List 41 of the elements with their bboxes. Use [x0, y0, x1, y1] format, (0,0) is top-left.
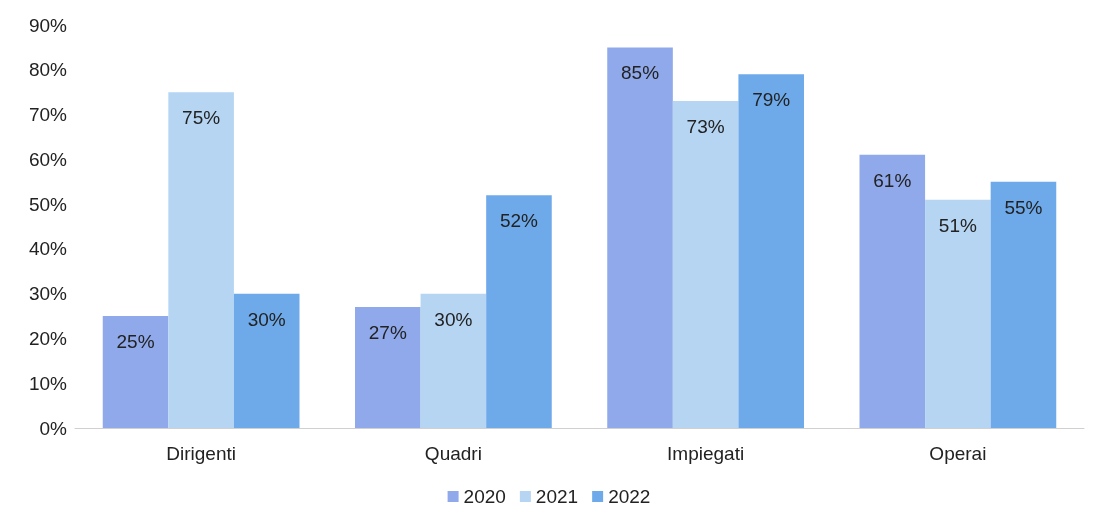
bar: [355, 307, 421, 428]
y-tick-label: 20%: [28, 327, 68, 349]
x-tick-label: Impiegati: [667, 443, 745, 464]
bar: [168, 92, 234, 428]
data-label: 30%: [247, 308, 286, 330]
data-label: 25%: [116, 331, 155, 353]
legend-label: 2021: [535, 486, 579, 507]
bar: [990, 181, 1057, 428]
data-label: 55%: [1004, 196, 1043, 218]
data-label: 61%: [873, 169, 912, 191]
bar: [925, 199, 991, 428]
x-tick-label: Operai: [929, 443, 987, 464]
data-label: 79%: [752, 89, 791, 111]
y-tick-label: 0%: [39, 417, 68, 439]
bar: [607, 47, 673, 428]
x-tick-label: Quadri: [424, 443, 482, 464]
bar: [420, 293, 487, 428]
y-tick-label: 90%: [28, 14, 68, 36]
bar: [233, 293, 300, 428]
y-tick-label: 10%: [28, 372, 68, 394]
data-label: 52%: [499, 210, 539, 232]
x-tick-label: Dirigenti: [166, 443, 236, 464]
data-label: 73%: [686, 116, 725, 138]
y-tick-label: 40%: [28, 238, 68, 260]
legend-label: 2022: [608, 486, 651, 507]
y-tick-label: 70%: [28, 104, 68, 126]
data-label: 30%: [434, 308, 473, 330]
y-tick-label: 80%: [28, 59, 68, 81]
bar: [102, 316, 169, 428]
bar: [486, 195, 552, 428]
data-label: 85%: [621, 62, 660, 84]
data-label: 27%: [368, 322, 407, 344]
y-tick-label: 30%: [28, 283, 68, 305]
y-tick-label: 50%: [28, 193, 68, 215]
bar: [738, 74, 804, 428]
legend-label: 2020: [463, 486, 506, 507]
bar: [859, 154, 926, 428]
data-label: 75%: [182, 107, 221, 129]
data-label: 51%: [938, 214, 977, 236]
bar: [672, 101, 739, 428]
y-tick-label: 60%: [28, 148, 68, 170]
